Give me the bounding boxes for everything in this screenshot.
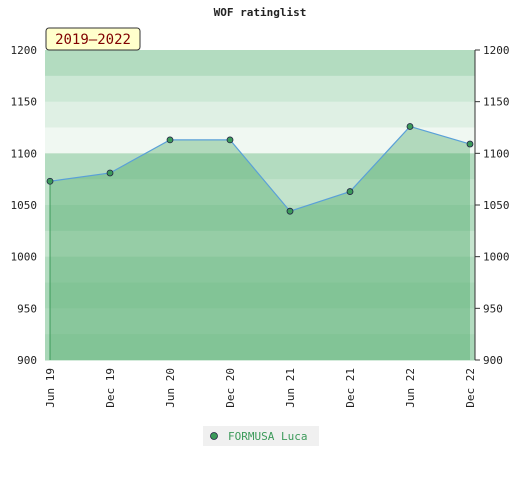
y2-tick-label: 950 bbox=[483, 302, 503, 315]
band bbox=[45, 334, 475, 361]
band bbox=[45, 179, 475, 206]
band bbox=[45, 101, 475, 128]
band bbox=[45, 256, 475, 283]
y2-tick-label: 1100 bbox=[483, 147, 510, 160]
point bbox=[466, 140, 474, 148]
point bbox=[286, 207, 294, 215]
y-tick-label: 900 bbox=[17, 354, 37, 367]
legend-label: FORMUSA Luca bbox=[228, 430, 307, 443]
y2-tick-label: 1050 bbox=[483, 199, 510, 212]
x-tick-label: Dec 22 bbox=[464, 368, 477, 408]
band bbox=[45, 205, 475, 232]
y2-tick-label: 1000 bbox=[483, 251, 510, 264]
y-tick-label: 1150 bbox=[11, 96, 38, 109]
chart-title: WOF ratinglist bbox=[214, 6, 307, 19]
y-tick-label: 1100 bbox=[11, 147, 38, 160]
x-tick-label: Dec 21 bbox=[344, 368, 357, 408]
y-tick-label: 1200 bbox=[11, 44, 38, 57]
x-tick-label: Dec 19 bbox=[104, 368, 117, 408]
band bbox=[45, 282, 475, 309]
y2-tick-label: 1200 bbox=[483, 44, 510, 57]
x-tick-label: Jun 22 bbox=[404, 368, 417, 408]
point bbox=[166, 136, 174, 144]
y-tick-label: 1050 bbox=[11, 199, 38, 212]
x-tick-label: Dec 20 bbox=[224, 368, 237, 408]
y-tick-label: 950 bbox=[17, 302, 37, 315]
point bbox=[106, 169, 114, 177]
band bbox=[45, 308, 475, 335]
y-tick-label: 1000 bbox=[11, 251, 38, 264]
x-tick-label: Jun 19 bbox=[44, 368, 57, 408]
x-tick-label: Jun 20 bbox=[164, 368, 177, 408]
annotation-box bbox=[45, 27, 141, 51]
y2-tick-label: 900 bbox=[483, 354, 503, 367]
legend-marker bbox=[210, 432, 218, 440]
band bbox=[45, 50, 475, 77]
area bbox=[50, 126, 470, 360]
point bbox=[46, 177, 54, 185]
band bbox=[45, 75, 475, 103]
point bbox=[406, 123, 414, 130]
y2-tick-label: 1150 bbox=[483, 96, 510, 109]
annotation: 2019–2022 bbox=[55, 32, 131, 48]
legend bbox=[203, 426, 319, 446]
x-tick-label: Jun 21 bbox=[284, 368, 297, 408]
line bbox=[49, 125, 471, 212]
point bbox=[226, 136, 234, 144]
band bbox=[45, 230, 475, 258]
point bbox=[346, 188, 354, 195]
band bbox=[45, 127, 475, 154]
